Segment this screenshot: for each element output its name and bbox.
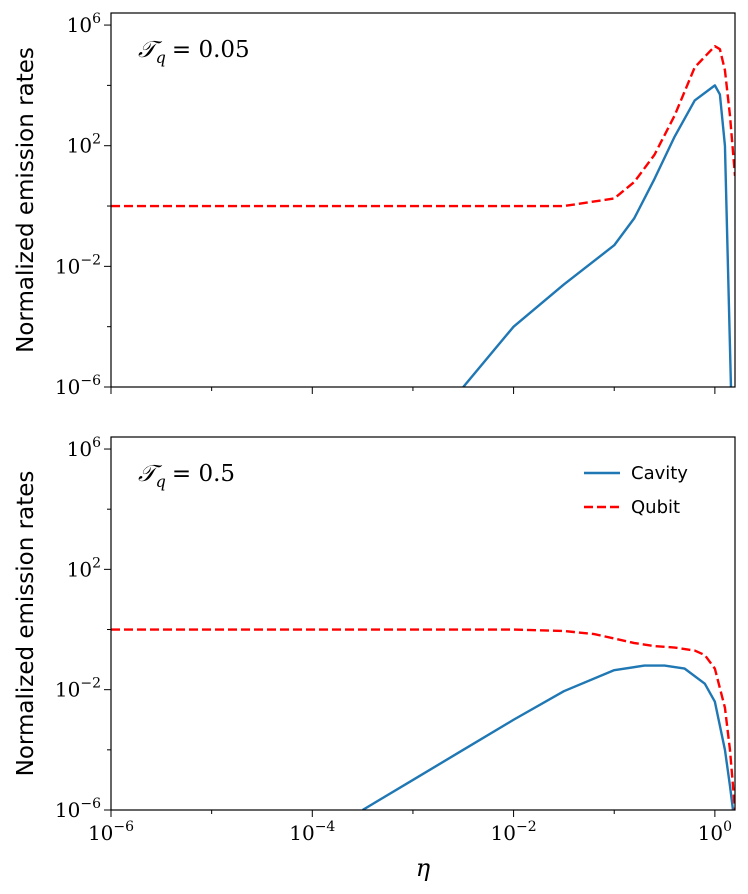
x-tick-label: 10−2 — [491, 819, 537, 845]
panel-bottom: 106 102 10−2 10−610−6 10−4 10−2 100 Normalized … — [13, 435, 736, 882]
y-tick-label: 106 — [67, 11, 101, 37]
panel-annotation: 𝒯q = 0.05 — [138, 37, 250, 67]
y-tick-label: 106 — [67, 435, 101, 461]
axes-frame — [110, 12, 736, 388]
y-tick-label: 10−6 — [55, 796, 101, 822]
x-axis-label: η — [416, 854, 431, 882]
legend-label-qubit: Qubit — [631, 497, 680, 518]
y-tick-label: 10−2 — [55, 676, 101, 702]
legend-label-cavity: Cavity — [631, 463, 688, 484]
legend: Cavity Qubit — [584, 463, 688, 518]
panel-top: 106 102 10−2 10−6 Normalized emission rates 𝒯… — [13, 11, 736, 399]
y-axis-label: Normalized emission rates — [13, 471, 39, 777]
x-tick-label: 10−4 — [289, 819, 335, 845]
series-line-qubit — [111, 44, 735, 208]
panel-annotation: 𝒯q = 0.5 — [138, 461, 235, 491]
series-line-cavity — [361, 664, 735, 810]
series-line-qubit — [111, 628, 735, 810]
x-tick-label: 100 — [698, 819, 732, 845]
series-line-cavity — [462, 84, 733, 387]
y-tick-label: 10−2 — [55, 252, 101, 278]
y-tick-label: 102 — [67, 555, 101, 581]
y-axis-label: Normalized emission rates — [13, 47, 39, 353]
x-tick-label: 10−6 — [88, 819, 134, 845]
y-tick-label: 10−6 — [55, 373, 101, 399]
axes-frame — [110, 436, 736, 811]
y-tick-label: 102 — [67, 132, 101, 158]
